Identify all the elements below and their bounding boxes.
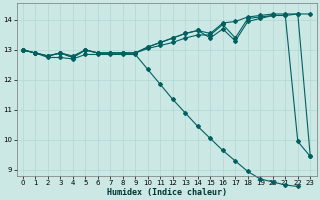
X-axis label: Humidex (Indice chaleur): Humidex (Indice chaleur): [107, 188, 227, 197]
